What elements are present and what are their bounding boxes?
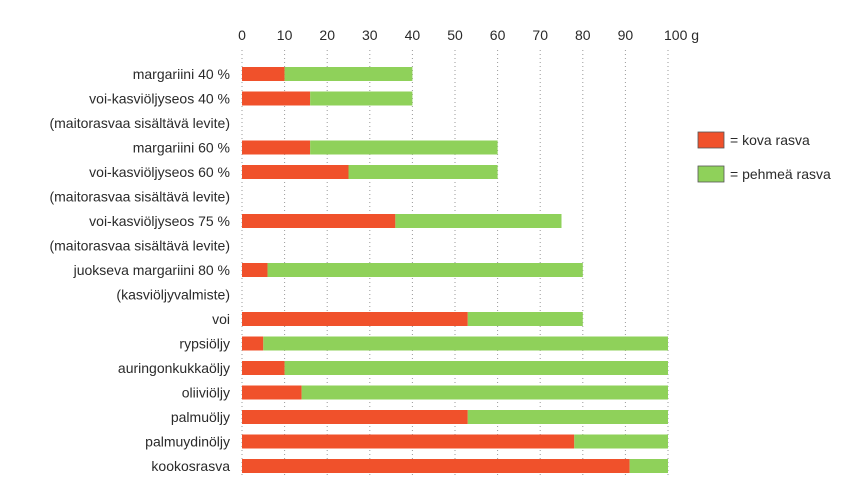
x-tick-label: 70 <box>532 27 548 43</box>
category-label: voi <box>212 311 230 327</box>
bar-segment-pehmea-rasva <box>467 410 668 424</box>
x-tick-label: 30 <box>362 27 378 43</box>
category-labels: margariini 40 % voi-kasviöljyseos 40 % (ma… <box>49 66 230 474</box>
category-label: voi-kasviöljyseos 75 % <box>89 213 230 229</box>
legend: = kova rasva = pehmeä rasva <box>697 131 831 183</box>
category-label: kookosrasva <box>151 458 230 474</box>
bar-segment-pehmea-rasva <box>284 361 668 375</box>
category-label: oliiviöljy <box>182 385 230 401</box>
x-axis-ticks: 0 10 20 30 40 50 60 70 80 90 100 g <box>238 27 699 43</box>
bar-segment-kova-rasva <box>242 410 468 424</box>
x-tick-label: 90 <box>618 27 634 43</box>
bar-segment-pehmea-rasva <box>263 336 668 351</box>
category-label: (maitorasvaa sisältävä levite) <box>49 189 230 205</box>
category-label: (maitorasvaa sisältävä levite) <box>49 238 230 254</box>
category-label: margariini 60 % <box>133 140 230 156</box>
bar-segment-kova-rasva <box>242 459 630 473</box>
bar-segment-pehmea-rasva <box>395 214 562 228</box>
bar-segment-pehmea-rasva <box>310 140 498 155</box>
bar-segment-kova-rasva <box>242 336 264 351</box>
x-tick-label: 10 <box>277 27 293 43</box>
category-label: voi-kasviöljyseos 60 % <box>89 164 230 180</box>
x-tick-label: 80 <box>575 27 591 43</box>
bar-segment-pehmea-rasva <box>284 67 413 81</box>
bar-segment-kova-rasva <box>242 385 302 400</box>
bar-segment-kova-rasva <box>242 361 285 375</box>
category-label: voi-kasviöljyseos 40 % <box>89 91 230 107</box>
bar-segment-kova-rasva <box>242 165 349 179</box>
legend-swatch <box>697 165 725 183</box>
category-label: palmuöljy <box>171 409 230 425</box>
x-tick-label: 40 <box>405 27 421 43</box>
x-tick-label: 100 g <box>664 27 699 43</box>
bar-segment-pehmea-rasva <box>348 165 498 179</box>
bar-segment-kova-rasva <box>242 67 285 81</box>
bar-segment-kova-rasva <box>242 434 575 449</box>
category-label: auringonkukkaöljy <box>118 360 230 376</box>
x-tick-label: 20 <box>319 27 335 43</box>
bar-segment-kova-rasva <box>242 263 268 277</box>
legend-swatch <box>697 131 725 149</box>
bar-segment-pehmea-rasva <box>574 434 668 449</box>
bar-segment-pehmea-rasva <box>267 263 583 277</box>
x-tick-label: 0 <box>238 27 246 43</box>
legend-label: = kova rasva <box>730 132 810 148</box>
category-label: rypsiöljy <box>179 336 230 352</box>
category-label: margariini 40 % <box>133 66 230 82</box>
bar-segment-kova-rasva <box>242 140 311 155</box>
bar-segment-pehmea-rasva <box>310 91 413 106</box>
bar-segment-kova-rasva <box>242 91 311 106</box>
category-label: palmuydinöljy <box>145 434 230 450</box>
bar-segment-kova-rasva <box>242 312 468 326</box>
category-label: (maitorasvaa sisältävä levite) <box>49 115 230 131</box>
bars <box>242 67 668 473</box>
bar-segment-pehmea-rasva <box>629 459 668 473</box>
x-tick-label: 50 <box>447 27 463 43</box>
category-label: (kasviöljyvalmiste) <box>116 287 230 303</box>
bar-segment-pehmea-rasva <box>467 312 583 326</box>
x-tick-label: 60 <box>490 27 506 43</box>
bar-segment-kova-rasva <box>242 214 396 228</box>
bar-segment-pehmea-rasva <box>301 385 668 400</box>
legend-label: = pehmeä rasva <box>730 166 831 182</box>
category-label: juokseva margariini 80 % <box>73 262 230 278</box>
